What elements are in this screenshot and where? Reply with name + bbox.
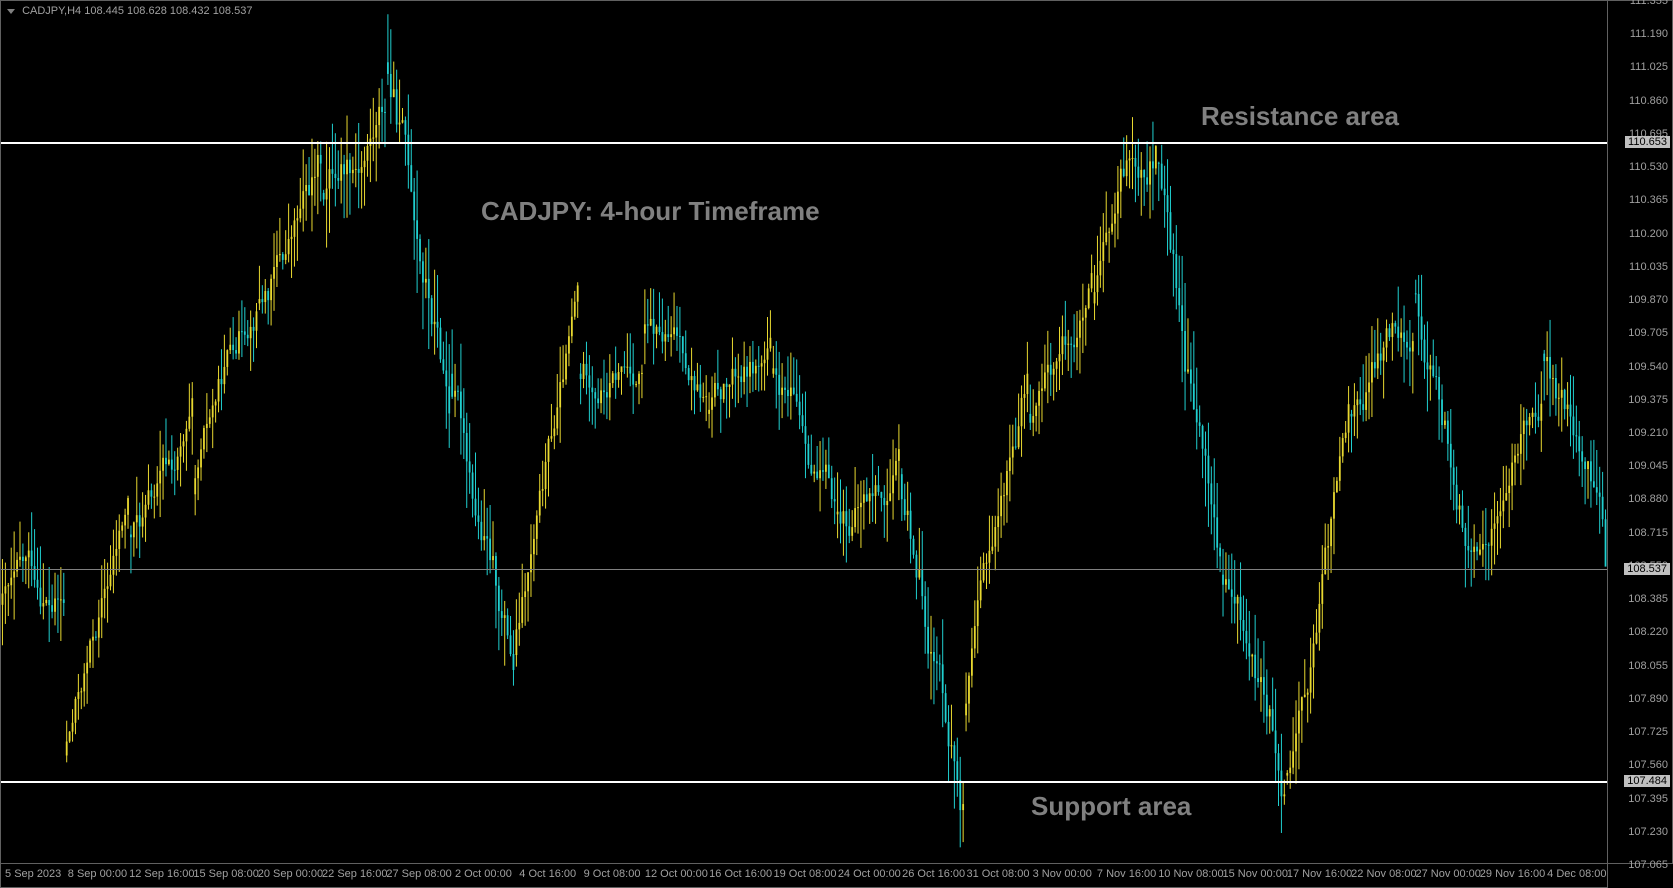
x-tick: 15 Sep 08:00 xyxy=(193,868,258,880)
x-tick: 20 Sep 00:00 xyxy=(258,868,323,880)
x-axis: 5 Sep 2023 8 Sep 00:0012 Sep 16:0015 Sep … xyxy=(0,864,1608,888)
horizontal-line xyxy=(1,142,1607,144)
chart-header: CADJPY,H4 108.445 108.628 108.432 108.53… xyxy=(7,5,252,17)
x-tick: 24 Oct 00:00 xyxy=(838,868,901,880)
y-tick: 107.395 xyxy=(1628,793,1668,805)
y-tick: 107.065 xyxy=(1628,859,1668,871)
y-tick: 108.880 xyxy=(1628,493,1668,505)
horizontal-line xyxy=(1,569,1607,570)
y-tick: 111.025 xyxy=(1630,61,1668,73)
x-tick: 2 Oct 00:00 xyxy=(455,868,512,880)
x-tick: 5 Sep 2023 xyxy=(5,868,61,880)
x-tick: 16 Oct 16:00 xyxy=(709,868,772,880)
y-tick: 111.190 xyxy=(1630,28,1668,40)
x-tick: 12 Sep 16:00 xyxy=(129,868,194,880)
y-tick: 110.530 xyxy=(1629,161,1668,173)
x-tick: 19 Oct 08:00 xyxy=(774,868,837,880)
x-tick: 4 Oct 16:00 xyxy=(519,868,576,880)
x-tick: 15 Nov 00:00 xyxy=(1223,868,1288,880)
annotation-text: CADJPY: 4-hour Timeframe xyxy=(481,196,820,227)
x-tick: 8 Sep 00:00 xyxy=(68,868,127,880)
annotation-text: Resistance area xyxy=(1201,101,1399,132)
y-tick: 108.385 xyxy=(1628,593,1668,605)
y-tick: 109.045 xyxy=(1628,460,1668,472)
x-tick: 27 Sep 08:00 xyxy=(386,868,451,880)
y-tick: 109.210 xyxy=(1628,427,1668,439)
y-tick: 110.035 xyxy=(1629,261,1668,273)
y-tick: 108.055 xyxy=(1628,660,1668,672)
x-tick: 12 Oct 00:00 xyxy=(645,868,708,880)
y-tick: 110.365 xyxy=(1629,194,1668,206)
y-tick: 107.560 xyxy=(1628,759,1668,771)
y-tick: 107.890 xyxy=(1628,693,1668,705)
y-tick: 109.870 xyxy=(1628,294,1668,306)
price-box: 110.653 xyxy=(1625,136,1670,148)
x-tick: 26 Oct 16:00 xyxy=(902,868,965,880)
y-tick: 110.200 xyxy=(1629,228,1668,240)
chart-area[interactable]: CADJPY,H4 108.445 108.628 108.432 108.53… xyxy=(0,0,1608,864)
y-tick: 110.860 xyxy=(1629,95,1668,107)
y-tick: 109.705 xyxy=(1628,327,1668,339)
horizontal-line xyxy=(1,781,1607,783)
y-axis: 111.355111.190111.025110.860110.695110.5… xyxy=(1608,0,1673,864)
x-tick: 22 Sep 16:00 xyxy=(322,868,387,880)
x-tick: 10 Nov 08:00 xyxy=(1158,868,1223,880)
price-box: 108.537 xyxy=(1624,563,1670,575)
y-tick: 107.230 xyxy=(1628,826,1668,838)
y-tick: 111.355 xyxy=(1630,0,1668,7)
x-tick: 7 Nov 16:00 xyxy=(1097,868,1156,880)
x-tick: 4 Dec 08:00 xyxy=(1547,868,1606,880)
x-tick: 3 Nov 00:00 xyxy=(1033,868,1092,880)
y-tick: 107.725 xyxy=(1628,726,1668,738)
y-tick: 108.220 xyxy=(1628,626,1668,638)
x-tick: 9 Oct 08:00 xyxy=(584,868,641,880)
symbol-label: CADJPY,H4 xyxy=(22,5,81,17)
y-tick: 109.375 xyxy=(1628,394,1668,406)
x-tick: 27 Nov 00:00 xyxy=(1415,868,1480,880)
dropdown-icon[interactable] xyxy=(7,9,15,14)
annotation-text: Support area xyxy=(1031,791,1191,822)
x-tick: 22 Nov 08:00 xyxy=(1351,868,1416,880)
x-tick: 29 Nov 16:00 xyxy=(1480,868,1545,880)
x-tick: 31 Oct 08:00 xyxy=(966,868,1029,880)
ohlc-label: 108.445 108.628 108.432 108.537 xyxy=(84,5,252,17)
x-tick: 17 Nov 16:00 xyxy=(1287,868,1352,880)
y-tick: 108.715 xyxy=(1628,527,1668,539)
price-box: 107.484 xyxy=(1624,775,1670,787)
y-tick: 109.540 xyxy=(1628,361,1668,373)
